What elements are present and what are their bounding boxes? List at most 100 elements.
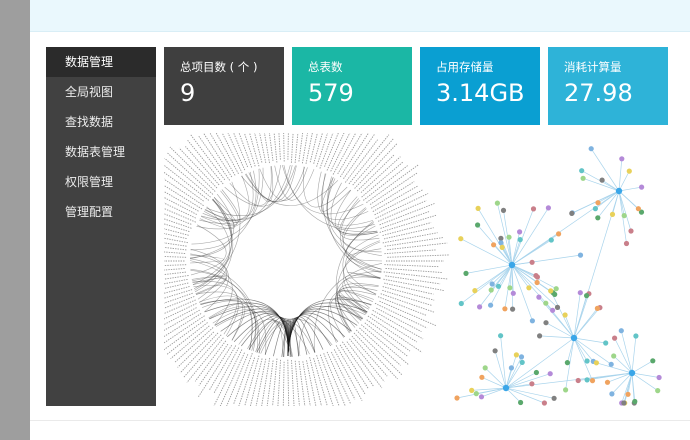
network-node <box>529 318 535 324</box>
ring-label-mark <box>255 358 267 406</box>
ring-label-mark <box>383 227 434 240</box>
network-edge <box>511 208 534 266</box>
network-edge <box>505 387 521 403</box>
network-hub-node <box>628 369 636 377</box>
ring-label-mark <box>372 185 419 212</box>
radial-link <box>190 253 228 303</box>
ring-label-mark <box>342 341 375 387</box>
stat-value: 579 <box>308 79 354 107</box>
network-node <box>534 279 540 286</box>
ring-label-mark <box>333 349 363 401</box>
stat-label: 总项目数 ( 个 ) <box>180 60 258 74</box>
radial-link <box>196 171 254 230</box>
ring-label-mark <box>174 327 214 363</box>
ring-label-mark <box>294 133 299 163</box>
stat-value: 27.98 <box>564 79 633 107</box>
ring-label-mark <box>164 233 187 240</box>
network-node <box>498 235 504 241</box>
network-node <box>494 200 500 206</box>
sidebar-item-permission-management[interactable]: 权限管理 <box>65 175 114 189</box>
network-node <box>655 388 661 394</box>
network-node <box>533 273 539 279</box>
radial-link <box>338 283 379 324</box>
network-node <box>498 333 504 339</box>
radial-link <box>190 248 229 312</box>
ring-label-mark <box>380 293 435 313</box>
ring-label-mark <box>366 164 419 203</box>
radial-ring <box>164 133 450 406</box>
network-node <box>626 168 632 174</box>
radial-link <box>336 287 378 328</box>
network-edge <box>481 376 507 389</box>
network-edge <box>618 170 630 192</box>
ring-label-mark <box>382 232 438 244</box>
network-node <box>543 320 549 326</box>
network-node <box>625 391 631 397</box>
network-node <box>541 400 547 406</box>
network-node <box>547 371 553 377</box>
sidebar-item-find-data[interactable]: 查找数据 <box>65 115 114 129</box>
ring-label-mark <box>352 138 394 186</box>
network-node <box>488 302 494 308</box>
ring-label-mark <box>254 133 263 163</box>
ring-label-mark <box>324 133 339 167</box>
network-edge <box>505 356 522 389</box>
ring-label-mark <box>215 133 239 175</box>
network-edge <box>505 387 545 404</box>
network-node <box>499 244 505 250</box>
network-node <box>550 307 556 313</box>
ring-label-mark <box>261 357 271 406</box>
radial-link <box>189 168 260 260</box>
ring-label-mark <box>221 133 243 174</box>
ring-label-mark <box>343 133 376 179</box>
ring-label-mark <box>339 344 369 389</box>
network-node <box>595 215 601 221</box>
ring-label-mark <box>301 133 308 164</box>
network-edge <box>545 322 575 339</box>
ring-label-mark <box>326 133 345 171</box>
network-edge <box>565 337 575 390</box>
radial-link <box>191 167 264 245</box>
ring-label-mark <box>164 191 199 212</box>
radial-link <box>199 165 281 224</box>
network-edge <box>573 337 593 381</box>
radial-link <box>337 294 368 315</box>
ring-label-mark <box>164 246 187 251</box>
radial-link <box>342 208 382 270</box>
network-edge <box>501 247 513 266</box>
ring-label-mark <box>164 296 195 309</box>
radial-link <box>205 165 296 216</box>
network-edge <box>567 337 575 363</box>
network-node <box>518 354 525 360</box>
network-edge <box>484 367 507 389</box>
ring-label-mark <box>330 133 351 172</box>
ring-label-mark <box>359 327 401 366</box>
radial-link <box>204 175 250 220</box>
radial-link <box>326 178 375 229</box>
ring-label-mark <box>382 222 432 236</box>
network-node <box>609 211 616 217</box>
ring-label-mark <box>164 178 204 207</box>
network-node <box>491 242 497 248</box>
radial-link <box>340 198 382 273</box>
sidebar-item-table-management[interactable]: 数据表管理 <box>65 145 126 159</box>
sidebar-item-data-management[interactable]: 数据管理 <box>46 47 156 77</box>
network-edge <box>582 177 620 192</box>
network-node <box>482 365 488 371</box>
radial-link <box>345 275 381 295</box>
radial-link <box>190 193 235 251</box>
ring-label-mark <box>243 133 256 167</box>
sidebar-item-global-view[interactable]: 全局视图 <box>65 85 114 99</box>
ring-label-mark <box>339 133 370 178</box>
radial-link <box>193 199 232 289</box>
network-node <box>621 400 627 406</box>
ring-label-mark <box>164 289 193 299</box>
ring-label-mark <box>164 242 187 247</box>
ring-label-mark <box>313 357 328 406</box>
radial-link <box>229 166 272 206</box>
sidebar-item-config-management[interactable]: 管理配置 <box>65 205 114 219</box>
radial-link <box>328 285 379 343</box>
stat-label: 总表数 <box>308 60 343 74</box>
network-edge <box>505 372 633 389</box>
radial-link <box>200 190 239 227</box>
